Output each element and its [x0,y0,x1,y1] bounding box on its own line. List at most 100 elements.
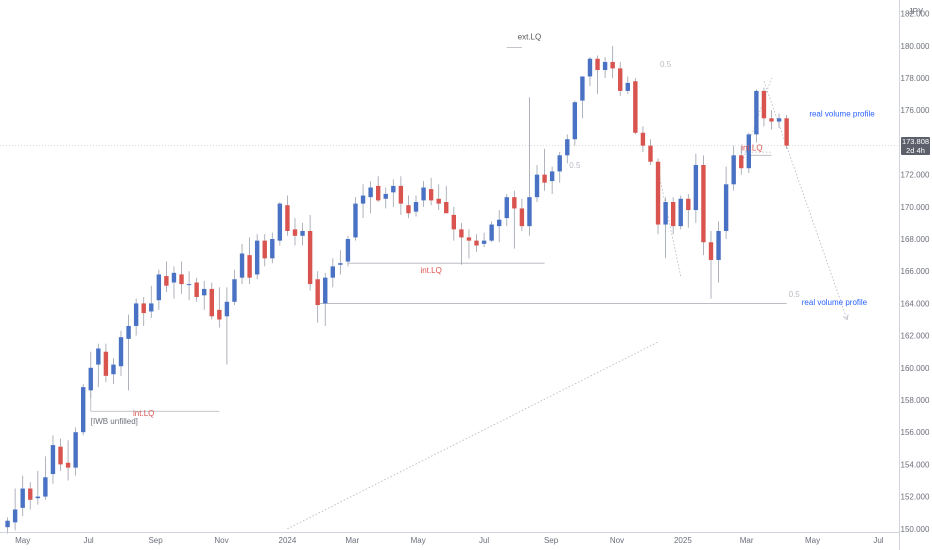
candle-body [739,155,744,169]
y-tick-label: 170.000 [901,203,930,212]
candle-body [693,164,699,211]
candle-body [610,61,615,69]
candle-body [655,161,661,225]
candle-body [512,197,517,209]
candle-body [451,214,457,230]
candle-body [194,282,199,297]
y-tick-label: 162.000 [901,332,930,341]
annotation-label: int.LQ [420,266,441,275]
x-tick-label: Nov [610,536,624,545]
annotation-label: real volume profile [809,110,875,119]
projection-line [287,341,659,530]
candle-body [640,132,646,146]
x-tick-label: 2024 [279,536,297,545]
candle-body [406,205,411,214]
candle-body [489,224,494,241]
candle-body [663,202,668,225]
candle-body [224,301,230,317]
candle-body [292,229,298,236]
y-tick-label: 172.000 [901,171,930,180]
candle-body [315,279,320,306]
candle-body [784,118,789,146]
annotation-label: 0.5 [569,161,581,170]
candle-body [330,266,336,278]
y-tick-label: 154.000 [901,460,930,469]
candle-body [754,90,759,135]
candle-body [587,58,593,77]
x-tick-label: 2025 [674,536,692,545]
candle-body [686,198,691,211]
x-tick-label: Nov [214,536,228,545]
candle-body [633,81,638,133]
candle-body [247,255,252,278]
time-axis[interactable]: May Jul Sep Nov 2024 Mar May Jul Sep Nov 2025 Mar Ma… [0,532,899,546]
candle-body [141,303,146,314]
x-tick-label: May [805,536,820,545]
candle-body [776,118,782,122]
candle-body [307,230,313,285]
annotation-label: int.LQ [133,409,154,418]
candle-body [375,185,381,201]
candle-body [761,90,767,119]
candle-body [746,134,752,169]
candle-body [126,325,131,339]
candle-body [436,198,441,204]
candle-body [28,488,33,500]
annotation-label: 0.5 [660,60,672,69]
bar-countdown: 2d 4h [906,145,925,155]
candle-body [58,446,63,465]
candle-body [542,174,547,183]
x-tick-label: May [411,536,426,545]
candle-body [701,164,706,243]
candle-body [133,303,139,326]
candle-body [323,277,328,304]
candle-body [723,184,729,231]
candle-body [580,76,585,101]
candle-body [519,208,525,227]
y-tick-label: 168.000 [901,235,930,244]
candle-body [565,139,570,156]
candle-body [398,185,404,204]
candle-body [171,272,177,283]
candle-body [595,58,600,70]
y-tick-label: 182.000 [901,10,930,19]
y-tick-label: 166.000 [901,267,930,276]
candle-body [81,387,86,433]
candle-body [277,203,283,241]
candle-body [285,205,290,231]
candle-body [527,197,532,227]
candle-body [88,367,93,391]
candle-body [186,284,192,286]
candle-body [5,520,10,528]
annotation-label: 0.5 [789,290,801,299]
y-tick-label: 158.000 [901,396,930,405]
candle-body [43,477,48,497]
candle-body [368,187,373,198]
candle-body [648,145,653,162]
x-tick-label: Sep [148,536,163,545]
y-tick-label: 164.000 [901,299,930,308]
y-tick-label: 152.000 [901,493,930,502]
candle-body [118,337,124,367]
x-tick-label: Mar [345,536,359,545]
candle-body [345,239,351,262]
candle-body [481,240,487,244]
price-axis[interactable]: 150.000 152.000 154.000 156.000 158.000 160.0… [899,0,931,550]
x-tick-label: Jul [873,536,883,545]
candle-body [217,309,222,320]
y-tick-label: 176.000 [901,106,930,115]
candle-body [716,230,721,260]
candle-body [769,118,774,122]
candle-body [428,189,434,201]
candle-body [103,351,109,376]
annotation-layer: [IWB unfilled]int.LQint.LQext.LQint.LQ0.… [91,32,875,426]
candle-body [270,239,275,259]
candle-body [353,203,358,238]
x-tick-label: Mar [740,536,754,545]
projection-line [657,169,682,277]
candle-body [670,202,676,227]
candle-body [708,242,714,260]
candle-body [73,432,78,468]
candle-body [179,274,184,285]
